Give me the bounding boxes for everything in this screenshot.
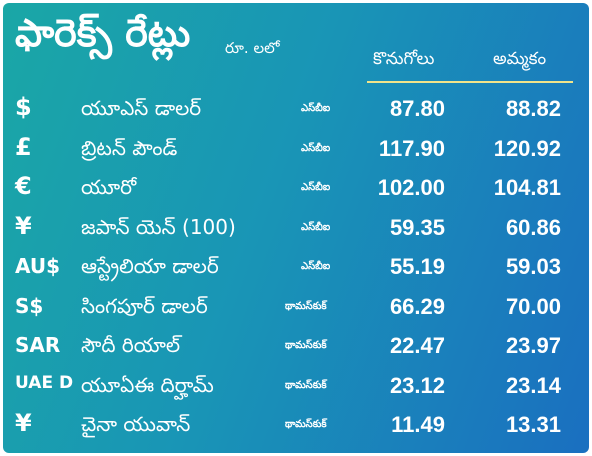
rate-row-aed: UAE D యూఏఈ దిర్హామ్ థామస్‌కుక్ 23.12 23.… xyxy=(3,366,589,406)
rate-row-aud: AU$ ఆస్ట్రేలియా డాలర్ ఎస్‌బీఐ 55.19 59.0… xyxy=(3,247,589,287)
currency-name: యూఏఈ దిర్హామ్ xyxy=(81,372,214,397)
buy-column-header: కొనుగోలు xyxy=(373,49,435,69)
rate-source: ఎస్‌బీఐ xyxy=(301,221,331,233)
rate-row-jpy: ¥ జపాన్ యెన్ (100) ఎస్‌బీఐ 59.35 60.86 xyxy=(3,208,589,248)
rate-source: థామస్‌కుక్ xyxy=(285,419,327,430)
rate-row-eur: € యూరో ఎస్‌బీఐ 102.00 104.81 xyxy=(3,168,589,208)
currency-symbol: $ xyxy=(15,93,32,121)
rate-source: ఎస్‌బీఐ xyxy=(301,182,331,193)
sell-rate: 120.92 xyxy=(493,135,561,161)
currency-symbol: S$ xyxy=(15,293,44,318)
sell-rate: 23.97 xyxy=(505,333,561,358)
rate-row-sgd: S$ సింగపూర్ డాలర్ థామస్‌కుక్ 66.29 70.00 xyxy=(3,287,589,327)
currency-name: యూఎస్ డాలర్ xyxy=(81,96,202,120)
sell-rate: 60.86 xyxy=(505,214,561,240)
buy-rate: 117.90 xyxy=(378,135,445,161)
currency-symbol: AU$ xyxy=(15,254,61,278)
buy-rate: 66.29 xyxy=(389,293,445,319)
sell-rate: 59.03 xyxy=(505,254,561,279)
currency-symbol: SAR xyxy=(15,333,61,357)
buy-rate: 22.47 xyxy=(389,333,445,358)
currency-name: సింగపూర్ డాలర్ xyxy=(81,293,208,318)
forex-rates-board: ఫారెక్స్ రేట్లు రూ. లలో కొనుగోలు అమ్మకం … xyxy=(3,3,589,453)
currency-symbol: € xyxy=(15,172,32,200)
sell-column-header: అమ్మకం xyxy=(493,49,547,69)
rate-source: ఎస్‌బీఐ xyxy=(301,261,331,272)
rate-source: ఎస్‌బీఐ xyxy=(301,142,331,154)
currency-name: సౌదీ రియాల్ xyxy=(81,333,181,357)
currency-name: ఆస్ట్రేలియా డాలర్ xyxy=(81,254,219,278)
currency-symbol: £ xyxy=(15,132,32,161)
currency-name: జపాన్ యెన్ (100) xyxy=(81,214,236,239)
rate-source: థామస్‌కుక్ xyxy=(285,379,327,391)
sell-rate: 104.81 xyxy=(493,175,561,200)
currency-symbol: ¥ xyxy=(15,409,32,437)
sell-rate: 23.14 xyxy=(505,372,561,398)
rates-table: $ యూఎస్ డాలర్ ఎస్‌బీఐ 87.80 88.82 £ బ్రి… xyxy=(3,89,589,445)
unit-label: రూ. లలో xyxy=(225,39,280,57)
rate-row-usd: $ యూఎస్ డాలర్ ఎస్‌బీఐ 87.80 88.82 xyxy=(3,89,589,129)
rate-source: ఎస్‌బీఐ xyxy=(301,103,331,114)
rate-row-gbp: £ బ్రిటన్ పౌండ్ ఎస్‌బీఐ 117.90 120.92 xyxy=(3,129,589,169)
buy-rate: 11.49 xyxy=(391,412,445,437)
rate-source: థామస్‌కుక్ xyxy=(285,300,327,312)
currency-symbol: ¥ xyxy=(15,211,32,240)
rate-row-sar: SAR సౌదీ రియాల్ థామస్‌కుక్ 22.47 23.97 xyxy=(3,326,589,366)
buy-rate: 55.19 xyxy=(389,254,445,279)
rate-source: థామస్‌కుక్ xyxy=(285,340,327,351)
header-divider xyxy=(367,81,573,83)
currency-symbol: UAE D xyxy=(15,372,74,393)
sell-rate: 70.00 xyxy=(505,293,561,319)
buy-rate: 102.00 xyxy=(377,175,445,200)
sell-rate: 88.82 xyxy=(505,96,561,121)
buy-rate: 87.80 xyxy=(389,96,445,121)
currency-name: చైనా యువాన్ xyxy=(81,412,191,436)
buy-rate: 23.12 xyxy=(389,372,445,398)
currency-name: బ్రిటన్ పౌండ్ xyxy=(81,135,178,160)
board-title: ఫారెక్స్ రేట్లు xyxy=(15,11,191,55)
buy-rate: 59.35 xyxy=(389,214,445,240)
rate-row-cny: ¥ చైనా యువాన్ థామస్‌కుక్ 11.49 13.31 xyxy=(3,405,589,445)
currency-name: యూరో xyxy=(81,175,137,199)
sell-rate: 13.31 xyxy=(505,412,561,437)
